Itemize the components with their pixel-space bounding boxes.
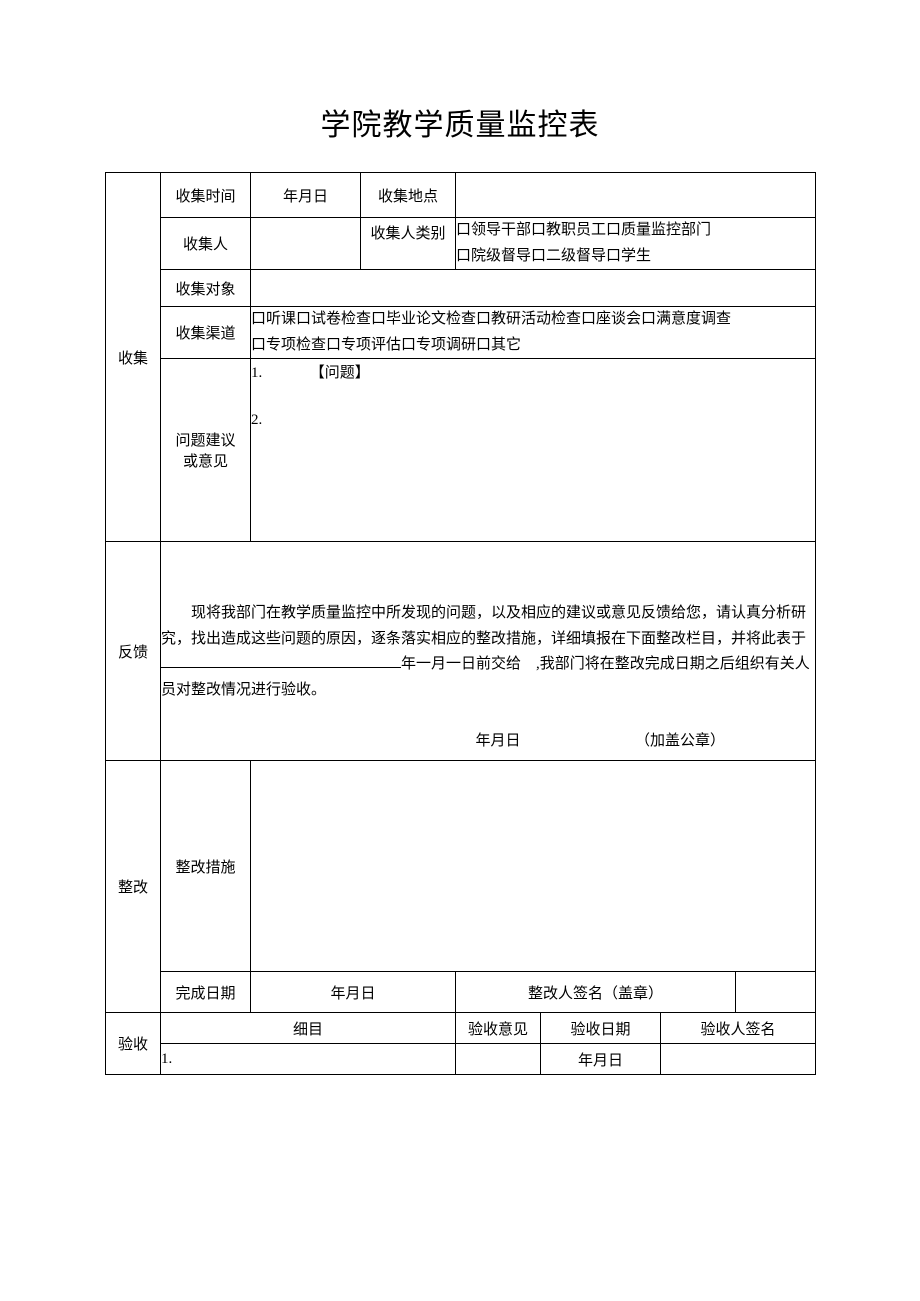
row-verify-header: 验收 细目 验收意见 验收日期 验收人签名 [106,1013,816,1044]
issue-label-line1: 问题建议 [175,433,235,449]
side-verify: 验收 [106,1013,161,1075]
feedback-paragraph: 现将我部门在教学质量监控中所发现的问题，以及相应的建议或意见反馈给您，请认真分析… [161,601,815,703]
side-rectify: 整改 [106,761,161,1013]
label-verify-signer: 验收人签名 [661,1013,816,1044]
label-verify-date: 验收日期 [541,1013,661,1044]
label-measure: 整改措施 [161,761,251,972]
form-table: 收集 收集时间 年月日 收集地点 收集人 收集人类别 口领导干部口教职员工口质量… [105,172,816,1075]
side-collect: 收集 [106,173,161,542]
label-target: 收集对象 [161,270,251,307]
collector-type-line1: 口领导干部口教职员工口质量监控部门 [456,222,711,238]
channel-line1: 口听课口试卷检查口毕业论文检查口教研活动检查口座谈会口满意度调查 [251,311,731,327]
verify-row1-opinion [456,1044,541,1075]
label-collector-type: 收集人类别 [361,218,456,270]
side-feedback: 反馈 [106,542,161,761]
feedback-date: 年月日 [161,729,635,755]
value-rectify-signer [736,972,816,1013]
channel-line2: 口专项检查口专项评估口专项调研口其它 [251,337,521,353]
issue-2-prefix: 2. [251,412,262,428]
row-verify-1: 1. 年月日 [106,1044,816,1075]
value-time: 年月日 [251,173,361,218]
row-rectify-measure: 整改 整改措施 [106,761,816,972]
label-collector: 收集人 [161,218,251,270]
label-detail: 细目 [161,1013,456,1044]
value-measure [251,761,816,972]
label-done-date: 完成日期 [161,972,251,1013]
row-feedback: 反馈 现将我部门在教学质量监控中所发现的问题，以及相应的建议或意见反馈给您，请认… [106,542,816,761]
label-issues: 问题建议 或意见 [161,359,251,542]
page: 学院教学质量监控表 收集 收集时间 年月日 收集地点 收集人 收集人类别 口领导… [0,0,920,1075]
label-place: 收集地点 [361,173,456,218]
row-target: 收集对象 [106,270,816,307]
value-done-date: 年月日 [251,972,456,1013]
feedback-para-a: 现将我部门在教学质量监控中所发现的问题，以及相应的建议或意见反馈给您，请认真分析… [161,605,806,647]
label-channel: 收集渠道 [161,307,251,359]
issue-1-prefix: 1. [251,365,262,381]
label-time: 收集时间 [161,173,251,218]
value-issues: 1. 【问题】 2. [251,359,816,542]
value-target [251,270,816,307]
verify-row1-signer [661,1044,816,1075]
row-collector: 收集人 收集人类别 口领导干部口教职员工口质量监控部门 口院级督导口二级督导口学… [106,218,816,270]
row-channel: 收集渠道 口听课口试卷检查口毕业论文检查口教研活动检查口座谈会口满意度调查 口专… [106,307,816,359]
feedback-seal: （加盖公章） [635,729,815,755]
feedback-footer: 年月日 （加盖公章） [161,729,815,755]
value-channel: 口听课口试卷检查口毕业论文检查口教研活动检查口座谈会口满意度调查 口专项检查口专… [251,307,816,359]
label-rectify-signer: 整改人签名（盖章） [456,972,736,1013]
collector-type-line2: 口院级督导口二级督导口学生 [456,248,651,264]
value-collector [251,218,361,270]
feedback-content: 现将我部门在教学质量监控中所发现的问题，以及相应的建议或意见反馈给您，请认真分析… [161,542,816,761]
row-collect-time: 收集 收集时间 年月日 收集地点 [106,173,816,218]
value-place [456,173,816,218]
issue-1-tag: 【问题】 [310,359,370,388]
page-title: 学院教学质量监控表 [105,100,815,144]
verify-row1-date: 年月日 [541,1044,661,1075]
issue-label-line2: 或意见 [183,454,228,470]
value-collector-type: 口领导干部口教职员工口质量监控部门 口院级督导口二级督导口学生 [456,218,816,270]
label-opinion: 验收意见 [456,1013,541,1044]
row-rectify-done: 完成日期 年月日 整改人签名（盖章） [106,972,816,1013]
verify-row1-detail: 1. [161,1044,456,1075]
feedback-underline [161,652,401,668]
